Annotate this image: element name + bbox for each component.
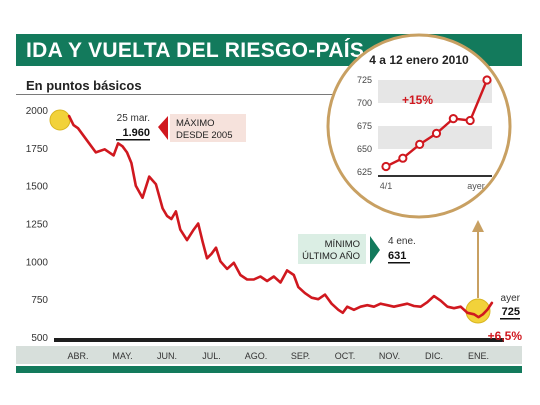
x-axis-ticks: ABR. MAY. JUN. JUL. AGO. SEP. OCT. NOV. DIC. ENE. bbox=[67, 351, 489, 361]
y-axis-ticks: 500 750 1000 1250 1500 1750 2000 bbox=[26, 106, 49, 344]
max-label-line2: DESDE 2005 bbox=[176, 130, 233, 141]
max-label-box bbox=[170, 114, 246, 142]
bottom-bar bbox=[16, 366, 522, 373]
inset-data-point bbox=[482, 75, 492, 85]
min-label-line1: MÍNIMO bbox=[325, 239, 360, 250]
x-tick-label: JUN. bbox=[157, 351, 177, 361]
y-tick-label: 750 bbox=[31, 295, 48, 306]
x-tick-label: AGO. bbox=[245, 351, 268, 361]
inset-y-tick-label: 625 bbox=[357, 167, 372, 177]
inset-connector-arrow bbox=[472, 220, 484, 232]
max-date-label: 25 mar. bbox=[117, 113, 150, 124]
inset-title: 4 a 12 enero 2010 bbox=[369, 53, 469, 67]
max-highlight-circle bbox=[49, 109, 71, 131]
inset-baseline bbox=[378, 175, 492, 177]
inset-data-point bbox=[398, 153, 408, 163]
x-tick-label: DIC. bbox=[425, 351, 443, 361]
x-tick-label: OCT. bbox=[335, 351, 356, 361]
x-tick-label: MAY. bbox=[112, 351, 132, 361]
y-tick-label: 1500 bbox=[26, 182, 49, 193]
min-label-line2: ÚLTIMO AÑO bbox=[302, 251, 360, 262]
max-value-label: 1.960 bbox=[122, 127, 150, 139]
subtitle-rule bbox=[16, 94, 346, 95]
inset-y-tick-label: 675 bbox=[357, 121, 372, 131]
x-tick-label: ABR. bbox=[67, 351, 88, 361]
last-date-label: ayer bbox=[501, 293, 521, 304]
min-label-box bbox=[298, 234, 366, 264]
inset-change-label: +15% bbox=[402, 93, 433, 107]
inset-y-ticks: 625 650 675 700 725 bbox=[357, 75, 372, 177]
x-tick-label: SEP. bbox=[291, 351, 310, 361]
min-arrow bbox=[370, 236, 380, 264]
y-tick-label: 500 bbox=[31, 333, 48, 344]
chart-title: IDA Y VUELTA DEL RIESGO-PAÍS bbox=[26, 39, 365, 62]
inset-y-tick-label: 700 bbox=[357, 98, 372, 108]
chart-subtitle: En puntos básicos bbox=[26, 78, 142, 93]
inset-data-point bbox=[448, 114, 458, 124]
last-value-label: 725 bbox=[502, 306, 520, 318]
inset-chart: 4 a 12 enero 2010 625 650 675 700 725 +15% 4… bbox=[326, 33, 512, 219]
last-value-underline bbox=[500, 318, 520, 320]
y-tick-label: 1250 bbox=[26, 220, 49, 231]
inset-data-point bbox=[431, 128, 442, 138]
inset-x-end-label: ayer bbox=[467, 181, 485, 191]
x-tick-label: NOV. bbox=[379, 351, 400, 361]
inset-x-start-label: 4/1 bbox=[380, 181, 393, 191]
min-value-label: 631 bbox=[388, 250, 406, 262]
inset-data-point bbox=[381, 161, 391, 172]
series-line-riesgo-pais bbox=[67, 114, 494, 319]
y-tick-label: 1750 bbox=[26, 144, 49, 155]
x-axis-baseline bbox=[54, 338, 504, 342]
min-value-underline bbox=[388, 262, 410, 264]
max-arrow bbox=[158, 116, 168, 140]
month-band bbox=[16, 346, 522, 364]
x-tick-label: ENE. bbox=[468, 351, 489, 361]
inset-data-point bbox=[415, 139, 425, 149]
y-tick-label: 1000 bbox=[26, 257, 49, 268]
inset-y-tick-label: 650 bbox=[357, 144, 372, 154]
last-change-label: +6,5% bbox=[488, 329, 523, 343]
x-tick-label: JUL. bbox=[202, 351, 221, 361]
max-label-line1: MÁXIMO bbox=[176, 118, 215, 129]
inset-y-tick-label: 725 bbox=[357, 75, 372, 85]
max-value-underline bbox=[116, 139, 150, 141]
min-date-label: 4 ene. bbox=[388, 236, 416, 247]
y-tick-label: 2000 bbox=[26, 106, 49, 117]
inset-points bbox=[381, 75, 492, 172]
inset-band bbox=[378, 80, 492, 103]
inset-data-point bbox=[465, 115, 475, 126]
